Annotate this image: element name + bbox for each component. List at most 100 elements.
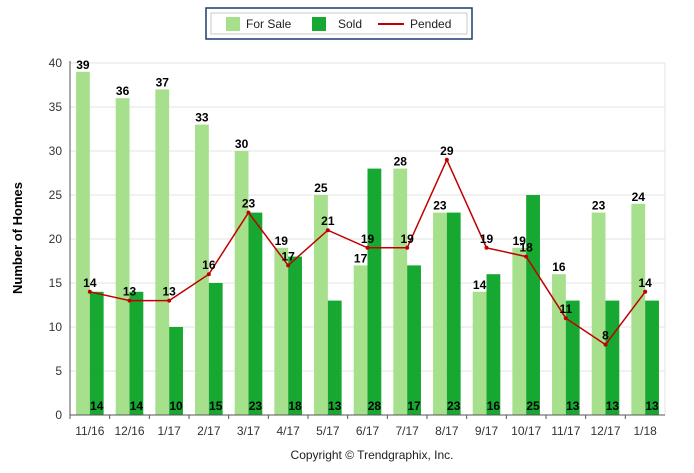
bar-sold (288, 256, 302, 415)
legend-swatch-for-sale (226, 17, 240, 31)
y-tick-label: 25 (49, 188, 63, 202)
bar-for-sale (314, 195, 328, 415)
label-for-sale: 16 (552, 260, 566, 274)
y-tick-label: 15 (49, 276, 63, 290)
label-sold: 18 (288, 399, 302, 413)
pended-point (87, 289, 92, 294)
label-sold: 28 (368, 399, 382, 413)
label-pended: 21 (321, 214, 335, 228)
pended-point (405, 245, 410, 250)
pended-line (87, 157, 648, 347)
label-sold: 23 (447, 399, 461, 413)
label-sold: 15 (209, 399, 223, 413)
y-tick-label: 10 (49, 320, 63, 334)
bar-for-sale (115, 98, 130, 415)
label-for-sale: 17 (354, 251, 368, 265)
label-sold: 16 (487, 399, 501, 413)
x-tick-label: 11/16 (75, 424, 104, 438)
bar-sold (129, 291, 144, 415)
label-sold: 23 (249, 399, 263, 413)
bar-for-sale (591, 212, 606, 415)
label-pended: 23 (242, 197, 256, 211)
bar-sold (565, 300, 580, 415)
label-for-sale: 19 (275, 234, 289, 248)
label-pended: 14 (638, 276, 652, 290)
label-for-sale: 37 (156, 75, 170, 89)
bar-for-sale (234, 151, 249, 415)
bar-sold (645, 300, 659, 415)
bar-for-sale (274, 247, 289, 415)
label-sold: 13 (566, 399, 580, 413)
pended-point (484, 245, 489, 250)
data-labels: 3914361437103315302319182513172828172323… (76, 58, 659, 413)
label-for-sale: 25 (314, 181, 328, 195)
y-tick-label: 35 (49, 100, 63, 114)
bars (76, 71, 659, 416)
label-sold: 13 (328, 399, 342, 413)
label-for-sale: 36 (116, 84, 130, 98)
pended-point (563, 316, 568, 321)
label-for-sale: 19 (513, 234, 527, 248)
bar-for-sale (353, 265, 368, 415)
bar-sold (367, 168, 382, 415)
label-for-sale: 30 (235, 137, 249, 151)
bar-sold (407, 265, 421, 415)
label-pended: 29 (440, 144, 454, 158)
legend-label-sold: Sold (338, 17, 362, 31)
x-tick-label: 2/17 (197, 424, 221, 438)
pended-point (325, 228, 330, 233)
label-pended: 14 (83, 276, 97, 290)
x-tick-label: 1/18 (633, 424, 657, 438)
label-pended: 18 (519, 241, 533, 255)
y-axis-title: Number of Homes (10, 182, 25, 294)
pended-point (643, 289, 648, 294)
y-tick-label: 0 (55, 408, 62, 422)
x-tick-label: 1/17 (157, 424, 181, 438)
label-sold: 14 (130, 399, 144, 413)
x-tick-label: 9/17 (475, 424, 499, 438)
y-tick-label: 5 (55, 364, 62, 378)
x-tick-label: 10/17 (511, 424, 541, 438)
pended-point (365, 245, 370, 250)
label-for-sale: 23 (592, 199, 606, 213)
bar-sold (486, 274, 501, 415)
bar-sold (446, 212, 461, 415)
y-tick-label: 40 (49, 56, 63, 70)
y-tick-label: 20 (49, 232, 63, 246)
bar-for-sale (155, 89, 170, 416)
bar-sold (89, 291, 104, 415)
label-pended: 19 (480, 232, 494, 246)
bar-sold (248, 212, 263, 415)
legend-label-for-sale: For Sale (246, 17, 292, 31)
bar-for-sale (552, 274, 566, 415)
legend-swatch-sold (312, 17, 326, 31)
label-for-sale: 33 (195, 111, 209, 125)
bar-for-sale (76, 71, 90, 416)
pended-point (286, 263, 291, 268)
axes: 0 5 10 15 20 25 30 35 40 11/16 12/16 1/17 2/17 3/17 4/… (49, 56, 665, 438)
x-tick-label: 5/17 (316, 424, 340, 438)
pended-point (444, 157, 449, 162)
x-tick-label: 12/17 (590, 424, 620, 438)
label-sold: 14 (90, 399, 104, 413)
bar-sold (327, 300, 342, 415)
copyright-text: Copyright © Trendgraphix, Inc. (291, 448, 454, 462)
bar-for-sale (631, 203, 646, 415)
bar-sold (169, 327, 183, 415)
pended-point (167, 298, 172, 303)
label-pended: 16 (202, 258, 216, 272)
label-pended: 11 (559, 302, 572, 316)
label-sold: 25 (526, 399, 540, 413)
x-tick-label: 11/17 (551, 424, 580, 438)
pended-point (524, 254, 529, 259)
x-tick-label: 4/17 (276, 424, 300, 438)
bar-for-sale (512, 247, 527, 415)
pended-point (603, 342, 608, 347)
label-pended: 17 (281, 249, 295, 263)
x-tick-label: 12/16 (114, 424, 144, 438)
label-pended: 13 (162, 285, 176, 299)
x-tick-label: 3/17 (237, 424, 261, 438)
label-pended: 13 (123, 285, 137, 299)
